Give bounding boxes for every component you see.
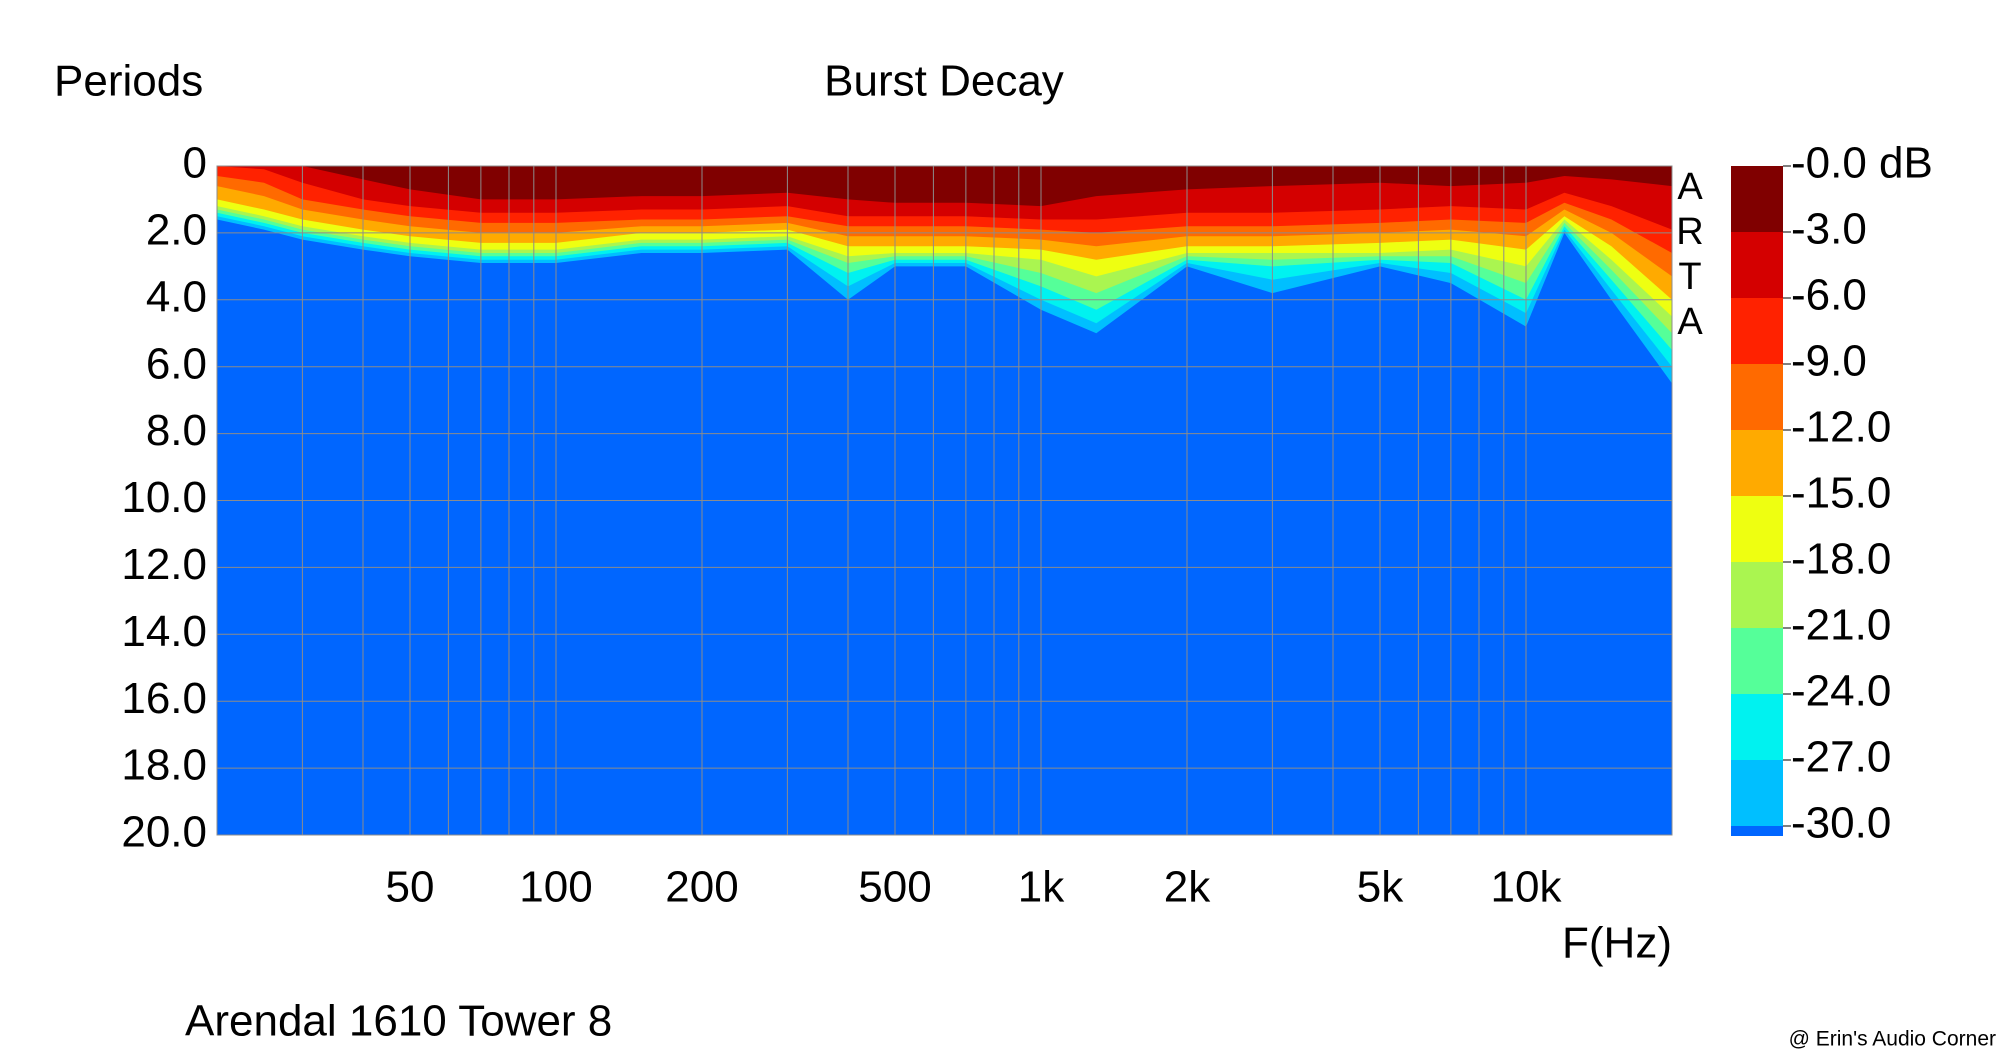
colorbar-band [1731, 298, 1783, 364]
colorbar-band [1731, 562, 1783, 628]
colorbar-band [1731, 694, 1783, 760]
y-tick-label: 8.0 [146, 406, 207, 455]
watermark-letter: A [1677, 166, 1703, 208]
y-tick-label: 20.0 [121, 808, 207, 857]
colorbar-tick-label: -6.0 [1791, 271, 1867, 320]
colorbar-tick-label: -0.0 dB [1791, 139, 1933, 188]
colorbar-tick-label: -9.0 [1791, 337, 1867, 386]
colorbar-tick-label: -15.0 [1791, 469, 1891, 518]
colorbar-tick-label: -24.0 [1791, 667, 1891, 716]
colorbar-band [1731, 430, 1783, 496]
y-axis-label: Periods [54, 57, 203, 106]
colorbar-band [1731, 232, 1783, 298]
x-tick-label: 5k [1357, 863, 1404, 912]
colorbar-tick-label: -30.0 [1791, 799, 1891, 848]
y-tick-label: 4.0 [146, 272, 207, 321]
x-tick-label: 10k [1491, 863, 1563, 912]
colorbar-tick-label: -18.0 [1791, 535, 1891, 584]
decay-contour [217, 166, 1672, 207]
y-tick-label: 18.0 [121, 741, 207, 790]
plot-frame [216, 165, 1673, 836]
colorbar-tick-label: -21.0 [1791, 601, 1891, 650]
colorbar-tick-label: -27.0 [1791, 733, 1891, 782]
chart-title: Burst Decay [824, 57, 1064, 106]
watermark-letter: R [1676, 211, 1703, 253]
colorbar-floor [1731, 826, 1783, 836]
colorbar-band [1731, 760, 1783, 826]
y-tick-label: 0 [183, 139, 207, 188]
x-axis-label: F(Hz) [1562, 919, 1672, 968]
y-tick-label: 6.0 [146, 339, 207, 388]
watermark-letter: A [1677, 301, 1703, 343]
y-tick-label: 12.0 [121, 540, 207, 589]
x-tick-label: 2k [1164, 863, 1211, 912]
x-tick-label: 500 [858, 863, 931, 912]
x-tick-label: 200 [665, 863, 738, 912]
colorbar-band [1731, 628, 1783, 694]
x-tick-label: 100 [519, 863, 592, 912]
y-tick-label: 2.0 [146, 206, 207, 255]
x-tick-label: 50 [386, 863, 435, 912]
colorbar-band [1731, 496, 1783, 562]
colorbar-tick-label: -3.0 [1791, 205, 1867, 254]
subtitle: Arendal 1610 Tower 8 [185, 997, 612, 1046]
watermark-letter: T [1678, 256, 1701, 298]
x-tick-label: 1k [1018, 863, 1065, 912]
y-tick-label: 16.0 [121, 674, 207, 723]
colorbar-band [1731, 364, 1783, 430]
colorbar-band [1731, 166, 1783, 232]
colorbar-tick-label: -12.0 [1791, 403, 1891, 452]
credit: @ Erin's Audio Corner [1789, 1028, 1996, 1051]
y-tick-label: 10.0 [121, 473, 207, 522]
y-tick-label: 14.0 [121, 607, 207, 656]
